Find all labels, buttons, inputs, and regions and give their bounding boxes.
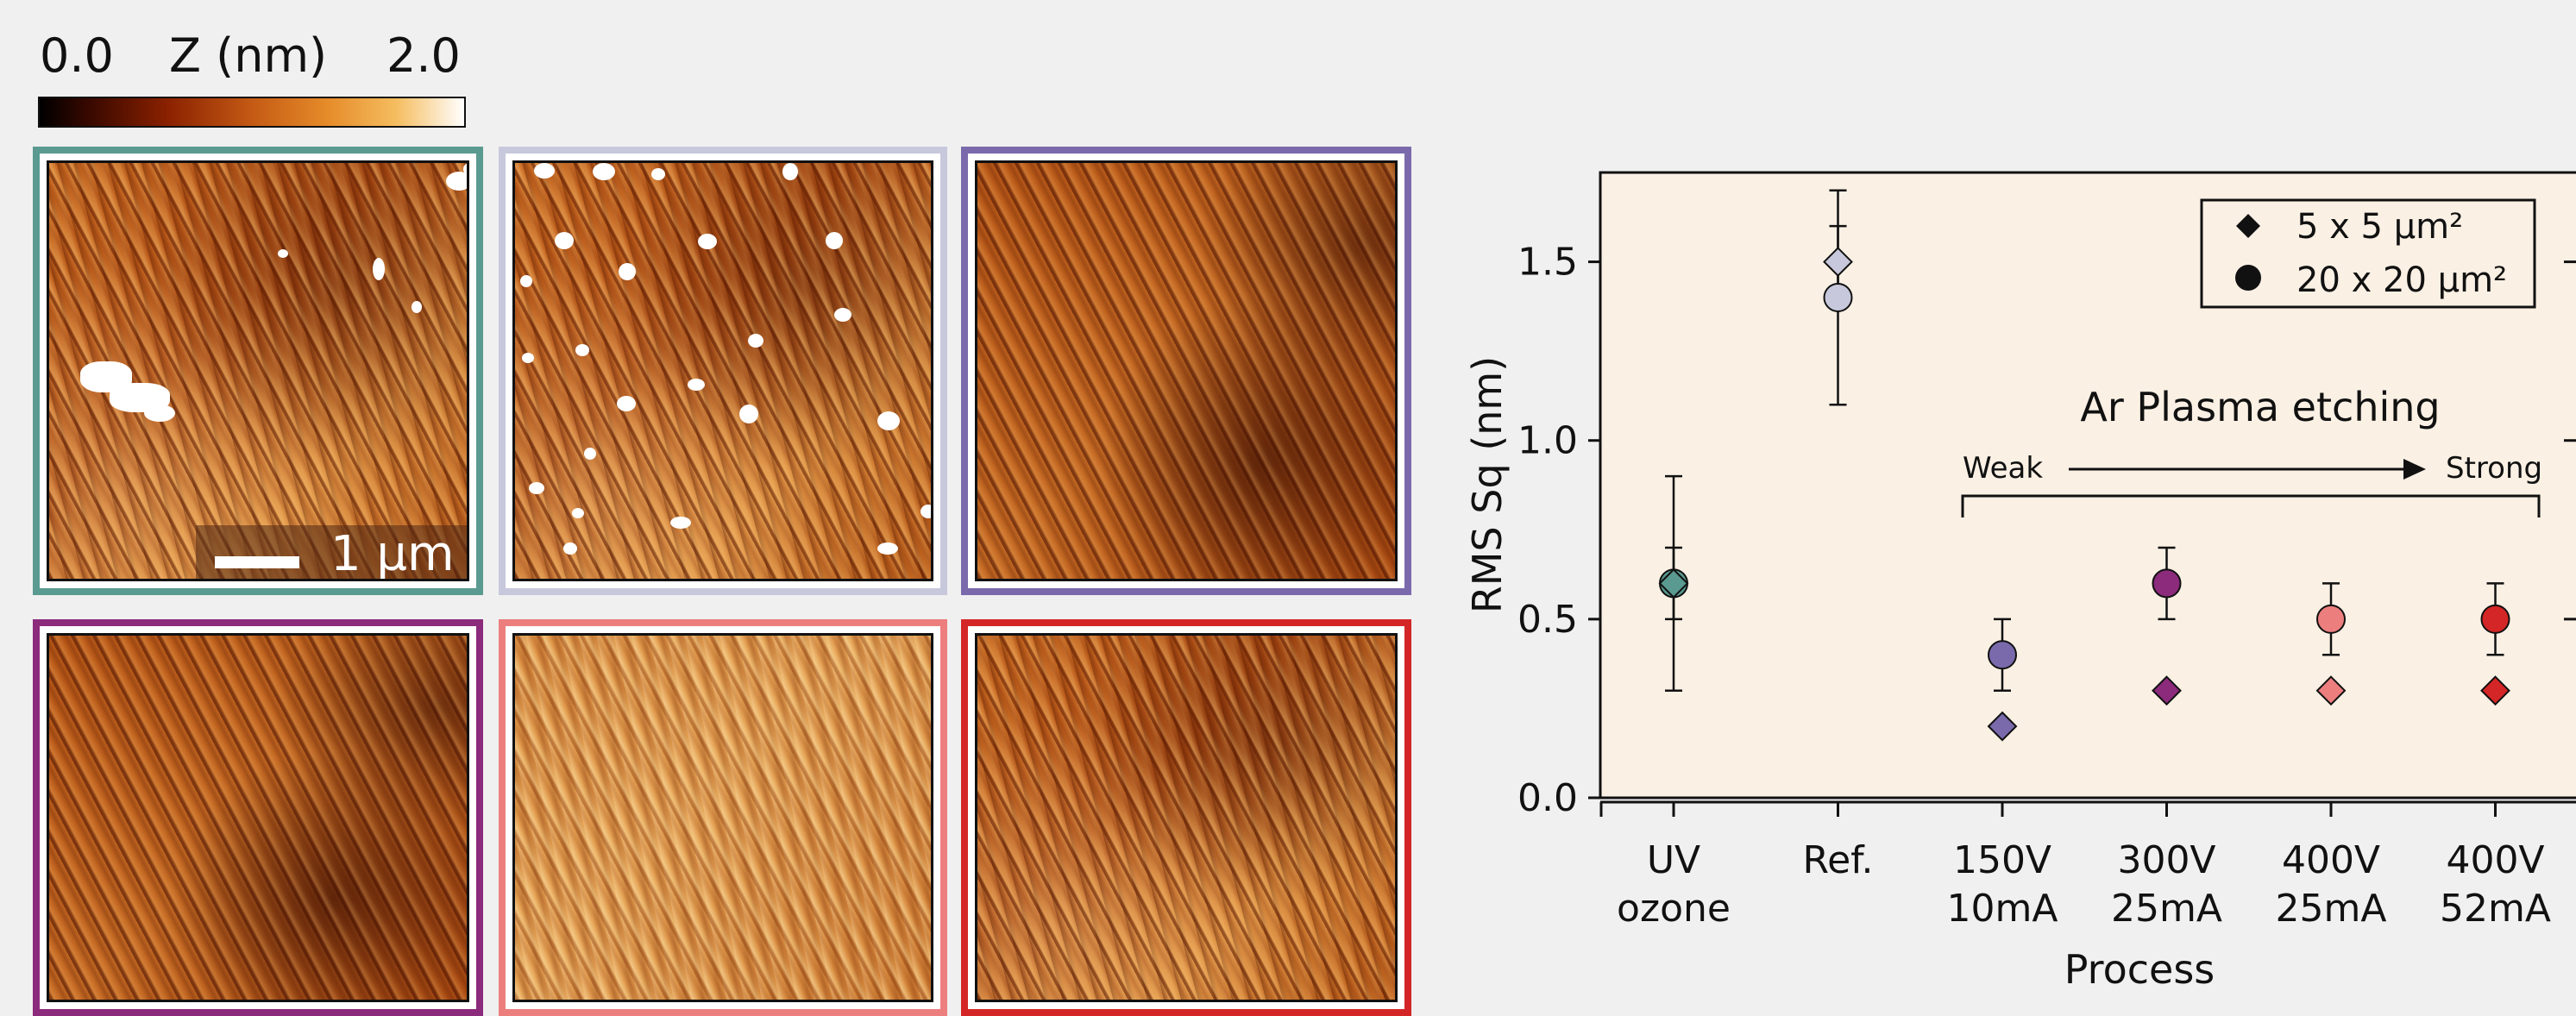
x-tick-label: 400V (2282, 838, 2380, 882)
point-5x5 (1987, 711, 2018, 742)
colorbar-title: Z (nm) (169, 28, 328, 83)
x-tick-label: 400V (2446, 838, 2544, 882)
x-tick-label: 300V (2117, 838, 2215, 882)
x-tick-label: Ref. (1803, 838, 1874, 882)
y-tick-label: 0.0 (1517, 776, 1578, 820)
point-20x20 (2480, 604, 2510, 634)
x-axis-title: Process (2064, 946, 2215, 993)
colorbar-max-label: 2.0 (386, 28, 461, 83)
annotation-bracket (1961, 494, 2541, 517)
afm-image-400v-25ma (499, 619, 947, 1016)
legend-circle-icon (2235, 265, 2261, 291)
scale-bar: 1 µm (196, 525, 467, 581)
x-tick-label: 25mA (2276, 887, 2387, 931)
afm-image-150v-10ma (961, 147, 1411, 595)
point-5x5 (2152, 675, 2182, 706)
point-5x5 (2480, 675, 2510, 706)
point-5x5 (1658, 568, 1689, 599)
scale-bar-label: 1 µm (330, 526, 455, 581)
x-tick-label: 25mA (2111, 887, 2222, 931)
afm-image-ref (499, 147, 947, 595)
colorbar-min-label: 0.0 (40, 28, 114, 83)
x-tick-label: 52mA (2440, 887, 2551, 931)
x-tick-label: 150V (1953, 838, 2051, 882)
annotation-weak-label: Weak (1963, 451, 2043, 486)
afm-image-uv-ozone: 1 µm (33, 147, 483, 595)
point-5x5 (2315, 675, 2347, 706)
point-20x20 (1988, 640, 2017, 670)
afm-image-300v-25ma (33, 619, 483, 1016)
point-5x5 (1823, 247, 1853, 277)
annotation-strong-label: Strong (2446, 451, 2542, 486)
legend-label-5x5: 5 x 5 µm² (2296, 207, 2463, 247)
legend (2200, 198, 2536, 309)
legend-label-20x20: 20 x 20 µm² (2296, 260, 2507, 300)
afm-image-400v-52ma (961, 619, 1411, 1016)
y-axis-title: RMS Sq (nm) (1464, 356, 1511, 613)
annotation-arrowhead (2403, 459, 2426, 480)
point-20x20 (2316, 604, 2346, 634)
legend-diamond-icon (2236, 214, 2260, 238)
x-tick-label: UV (1647, 838, 1700, 882)
y-tick-label: 1.5 (1517, 241, 1578, 285)
x-tick-label: ozone (1617, 887, 1731, 931)
y-tick-label: 1.0 (1517, 419, 1578, 463)
y-tick-label: 0.5 (1517, 598, 1578, 642)
x-tick-label: 10mA (1947, 887, 2058, 931)
point-20x20 (1659, 568, 1688, 599)
point-20x20 (1823, 283, 1853, 312)
plot-area (1599, 171, 2576, 800)
colorbar-gradient (38, 97, 466, 128)
annotation-title: Ar Plasma etching (2080, 384, 2440, 430)
point-20x20 (2152, 568, 2182, 599)
